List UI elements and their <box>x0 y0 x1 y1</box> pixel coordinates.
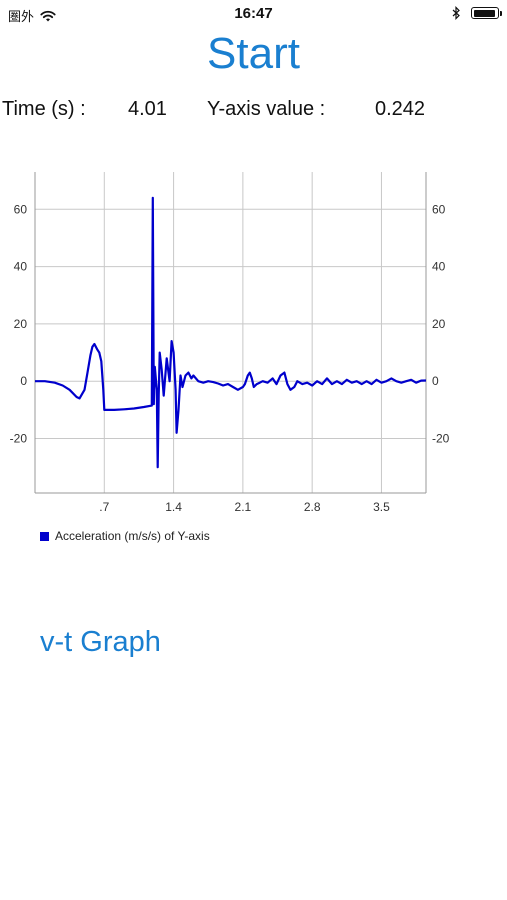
start-button[interactable]: Start <box>0 28 507 80</box>
series-line-acceleration <box>35 196 427 469</box>
status-left: 圏外 <box>8 6 56 25</box>
y-tick-label-right: -20 <box>432 432 450 446</box>
chart-legend: Acceleration (m/s/s) of Y-axis <box>40 529 210 543</box>
carrier-label: 圏外 <box>8 9 35 24</box>
y-tick-label-right: 60 <box>432 202 446 216</box>
battery-fill <box>473 9 495 17</box>
bluetooth-icon <box>452 6 461 20</box>
legend-swatch <box>40 531 49 541</box>
chart-svg: 60 60 40 40 20 20 0 0 -20 -20 .7 1.4 2.1 2.8 3.5 <box>10 172 450 514</box>
y-tick-label-left: 20 <box>14 317 28 331</box>
x-tick-label: 2.8 <box>304 500 321 514</box>
wifi-icon <box>40 10 56 22</box>
x-tick-label: 3.5 <box>373 500 390 514</box>
y-tick-label-right: 40 <box>432 260 446 274</box>
x-tick-label: 2.1 <box>235 500 252 514</box>
status-bar: 圏外 16:47 <box>0 0 507 28</box>
y-tick-label-right: 20 <box>432 317 446 331</box>
time-label: Time (s) : <box>2 98 86 120</box>
y-tick-label-left: 60 <box>14 202 28 216</box>
time-value: 4.01 <box>128 98 167 120</box>
legend-label: Acceleration (m/s/s) of Y-axis <box>55 529 210 543</box>
battery-icon <box>471 7 502 19</box>
y-axis-label: Y-axis value : <box>207 98 326 120</box>
y-axis-value: 0.242 <box>375 98 426 120</box>
y-tick-label-left: 0 <box>20 374 27 388</box>
y-tick-label-right: 0 <box>432 374 439 388</box>
x-tick-label: .7 <box>99 500 109 514</box>
x-tick-label: 1.4 <box>165 500 182 514</box>
status-time: 16:47 <box>234 5 273 22</box>
y-tick-label-left: -20 <box>10 432 28 446</box>
acceleration-chart: 60 60 40 40 20 20 0 0 -20 -20 .7 1.4 2.1 2.8 3.5 <box>0 160 507 560</box>
status-right <box>452 6 502 20</box>
y-tick-label-left: 40 <box>14 260 28 274</box>
vt-graph-link[interactable]: v-t Graph <box>40 626 161 658</box>
